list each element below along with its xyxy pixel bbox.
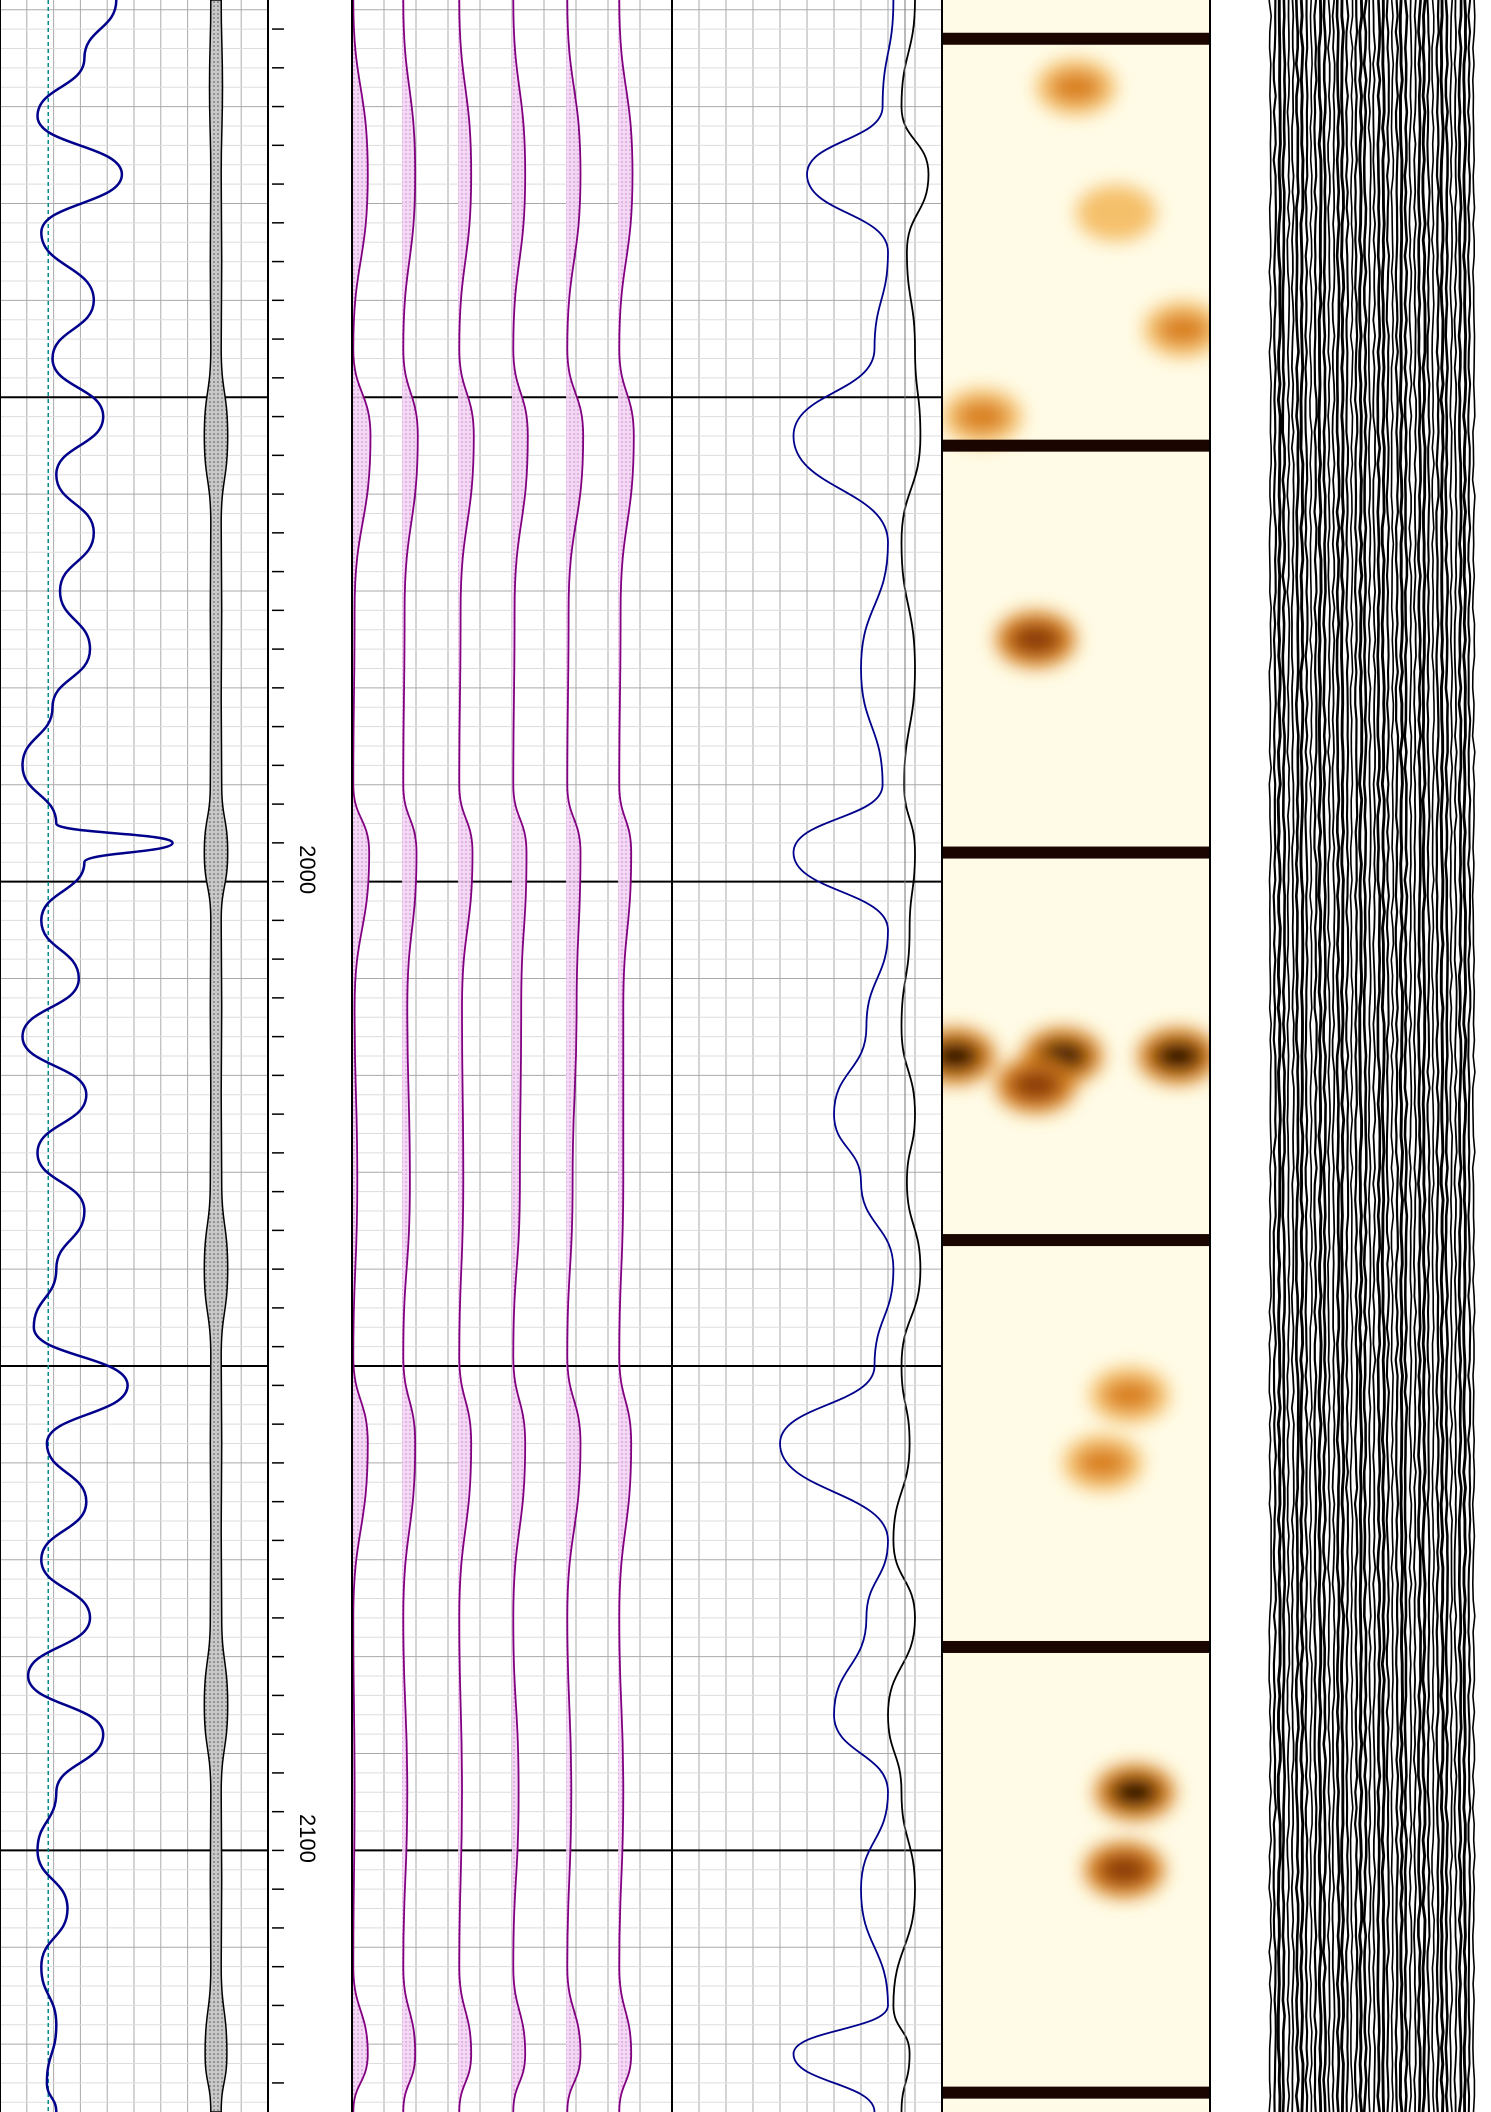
grid-track-4 <box>672 0 942 2112</box>
waveform-trace <box>1398 0 1404 2112</box>
track3-curve-2 <box>402 0 419 2112</box>
waveform-trace <box>1426 0 1431 2112</box>
heatmap-blob <box>1076 1446 1129 1479</box>
track-curves <box>21 0 930 2112</box>
waveform-trace <box>1335 0 1341 2112</box>
waveform-trace <box>1439 0 1445 2112</box>
track4-curve-2 <box>887 0 930 2112</box>
heatmap-blob <box>1009 623 1062 656</box>
track3-curve-3 <box>458 0 475 2112</box>
waveform-trace <box>1327 0 1331 2112</box>
heatmap-blob <box>1108 1776 1161 1809</box>
heatmap-band <box>942 846 1210 859</box>
waveform-trace <box>1372 0 1377 2112</box>
waveform-trace <box>1290 0 1295 2112</box>
waveform-trace <box>1444 0 1449 2112</box>
track-grids <box>0 0 942 2112</box>
track3-fill-1 <box>352 0 371 2112</box>
waveform-trace <box>1286 0 1291 2112</box>
waveform-trace <box>1462 0 1468 2112</box>
waveform-trace <box>1417 0 1422 2112</box>
waveform-trace <box>1294 0 1300 2112</box>
waveform-trace <box>1435 0 1440 2112</box>
heatmap-blob <box>1050 71 1102 104</box>
heatmap-blobs <box>942 59 1210 1898</box>
track4-curve-1 <box>779 0 895 2112</box>
waveform-trace <box>1412 0 1418 2112</box>
waveform-track <box>1268 0 1476 2112</box>
waveform-trace <box>1340 0 1346 2112</box>
waveform-trace <box>1309 0 1313 2112</box>
waveform-trace <box>1313 0 1318 2112</box>
waveform-trace <box>1344 0 1350 2112</box>
waveform-trace <box>1272 0 1277 2112</box>
waveform-trace <box>1394 0 1400 2112</box>
waveform-trace <box>1376 0 1382 2112</box>
waveform-trace <box>1408 0 1413 2112</box>
waveform-trace <box>1353 0 1359 2112</box>
track3-curve-4 <box>512 0 529 2112</box>
heatmap-band <box>942 1234 1210 1247</box>
waveform-trace <box>1304 0 1309 2112</box>
waveform-trace <box>1299 0 1305 2112</box>
waveform-trace <box>1421 0 1427 2112</box>
depth-track: 2000 2100 <box>272 28 320 2084</box>
waveform-trace <box>1403 0 1409 2112</box>
heatmap-blob <box>1103 1379 1156 1412</box>
depth-label: 2000 <box>295 845 320 894</box>
waveform-trace <box>1281 0 1287 2112</box>
heatmap-track <box>942 0 1210 2112</box>
heatmap-blob <box>1009 1069 1062 1102</box>
waveform-trace <box>1467 0 1472 2112</box>
track3-fill-6 <box>618 0 634 2112</box>
track-borders <box>0 0 1211 2112</box>
track3-fill-5 <box>566 0 584 2112</box>
track1-curve <box>21 0 174 2112</box>
waveform-trace <box>1385 0 1391 2112</box>
waveform-trace <box>1367 0 1372 2112</box>
grid-track-1 <box>0 0 268 2112</box>
waveform-trace <box>1457 0 1463 2112</box>
track3-fill-2 <box>402 0 418 2112</box>
waveform-trace <box>1453 0 1458 2112</box>
heatmap-blob <box>1151 1040 1204 1072</box>
heatmap-blob <box>956 400 1009 433</box>
track3-fill-4 <box>512 0 528 2112</box>
waveform-trace <box>1349 0 1354 2112</box>
track3-curve-5 <box>566 0 585 2112</box>
waveform-trace <box>1390 0 1395 2112</box>
heatmap-blob <box>1157 313 1210 346</box>
waveform-trace <box>1380 0 1386 2112</box>
waveform-trace <box>1322 0 1327 2112</box>
track3-curve-6 <box>618 0 635 2112</box>
heatmap-band <box>942 2086 1210 2099</box>
heatmap-blob <box>942 1040 982 1072</box>
waveform-trace <box>1449 0 1454 2112</box>
track3-fill-3 <box>458 0 474 2112</box>
heatmap-blob <box>1090 197 1143 230</box>
track2-mirrored-curve <box>203 0 229 2112</box>
waveform-trace <box>1362 0 1368 2112</box>
heatmap-band <box>942 439 1210 452</box>
track3-curve-1 <box>352 0 372 2112</box>
heatmap-blob <box>1098 1853 1151 1886</box>
heatmap-band <box>942 32 1210 45</box>
depth-label: 2100 <box>295 1814 320 1863</box>
heatmap-band <box>942 1640 1210 1653</box>
waveform-trace <box>1331 0 1336 2112</box>
waveform-trace <box>1317 0 1323 2112</box>
waveform-trace <box>1471 0 1476 2112</box>
waveform-trace <box>1268 0 1273 2112</box>
waveform-trace <box>1276 0 1282 2112</box>
waveform-trace <box>1431 0 1435 2112</box>
waveform-trace <box>1358 0 1364 2112</box>
